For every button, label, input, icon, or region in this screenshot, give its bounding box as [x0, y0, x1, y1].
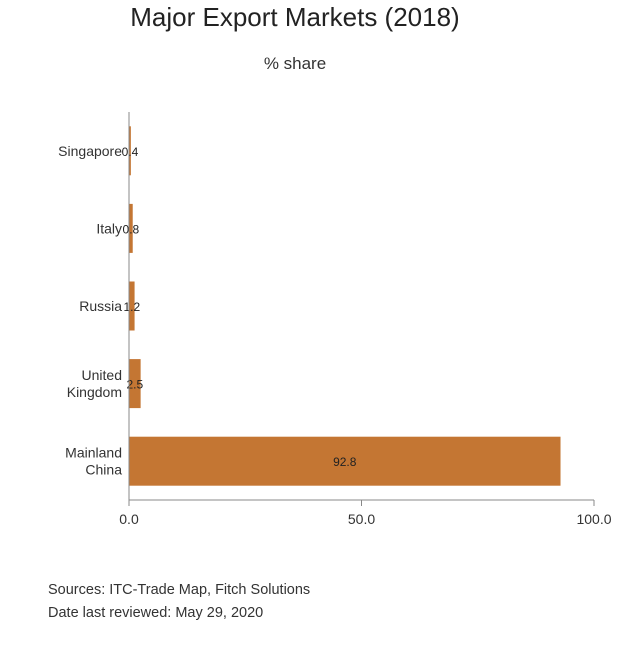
category-label: China: [85, 462, 122, 478]
category-label: Russia: [79, 298, 122, 314]
bar-chart: Singapore 0.4 Italy 0.8 Russia 1.2 UnitedKingd…: [58, 112, 612, 527]
x-tick-label: 0.0: [119, 511, 139, 527]
category-label: Kingdom: [67, 384, 122, 400]
category-label: United: [82, 367, 122, 383]
data-label: 1.2: [123, 300, 140, 314]
bar: [129, 203, 133, 253]
bar: [129, 436, 561, 486]
category-label: Italy: [96, 220, 122, 236]
x-tick-label: 50.0: [348, 511, 375, 527]
bar: [129, 359, 141, 409]
date-reviewed-note: Date last reviewed: May 29, 2020: [48, 605, 264, 621]
chart-subtitle: % share: [263, 54, 327, 73]
chart-title: Major Export Markets (2018): [130, 2, 460, 32]
data-label: 0.8: [123, 222, 140, 236]
x-tick-label: 100.0: [576, 511, 611, 527]
bar: [129, 126, 131, 176]
data-label: 2.5: [126, 378, 143, 392]
data-label: 92.8: [333, 455, 357, 469]
sources-note: Sources: ITC-Trade Map, Fitch Solutions: [48, 582, 311, 598]
bar: [129, 281, 135, 331]
data-label: 0.4: [122, 145, 139, 159]
category-label: Singapore: [58, 143, 122, 159]
category-label: Mainland: [65, 445, 122, 461]
